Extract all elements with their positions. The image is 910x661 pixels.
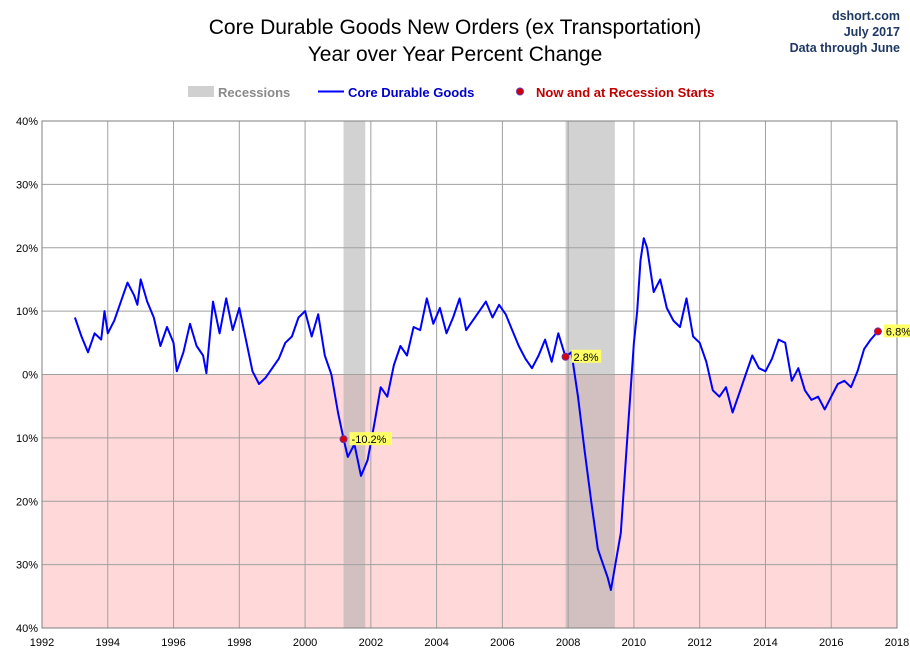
chart-subtitle: Year over Year Percent Change — [308, 43, 603, 66]
y-tick-label: 30% — [16, 179, 38, 191]
x-tick-label: 2018 — [885, 637, 909, 649]
y-tick-label: 10% — [16, 306, 38, 318]
recession-marker-2 — [561, 352, 570, 361]
y-tick-label: 0% — [22, 370, 38, 382]
x-tick-label: 1994 — [96, 637, 120, 649]
legend-marker-swatch — [516, 87, 524, 96]
x-tick-label: 2002 — [359, 637, 383, 649]
series-line-core-durable-goods — [73, 237, 879, 591]
marker-label-1: -10.2% — [352, 434, 387, 446]
legend-marker-label: Now and at Recession Starts — [536, 85, 714, 100]
marker-label-2: 2.8% — [574, 352, 599, 364]
x-axis: 1992 1994 1996 1998 2000 2002 2004 2006 2008 2010… — [30, 637, 909, 649]
x-tick-label: 2014 — [753, 637, 777, 649]
x-tick-label: 2016 — [819, 637, 843, 649]
source-credit: dshort.com — [832, 9, 900, 23]
marker-label-bg-1 — [349, 432, 392, 446]
y-tick-label: 40% — [16, 623, 38, 635]
x-tick-label: 2012 — [687, 637, 711, 649]
y-tick-label: 10% — [16, 433, 38, 445]
y-tick-label: 20% — [16, 243, 38, 255]
chart-title: Core Durable Goods New Orders (ex Transp… — [209, 16, 702, 39]
publish-date: July 2017 — [844, 25, 900, 39]
marker-label-3: 6.8% — [886, 326, 910, 338]
x-tick-label: 2008 — [556, 637, 580, 649]
legend-recessions-label: Recessions — [218, 85, 290, 100]
x-tick-label: 1998 — [227, 637, 251, 649]
y-tick-label: 30% — [16, 560, 38, 572]
recession-marker-1 — [339, 435, 348, 444]
y-tick-label: 20% — [16, 496, 38, 508]
recession-start-markers: -10.2% 2.8% 6.8% — [339, 324, 910, 446]
x-tick-label: 1992 — [30, 637, 54, 649]
legend-recessions-swatch — [188, 86, 214, 97]
y-tick-label: 40% — [16, 116, 38, 128]
legend-series-label: Core Durable Goods — [348, 85, 474, 100]
x-tick-label: 1996 — [161, 637, 185, 649]
recession-marker-3 — [873, 327, 882, 336]
plot-frame — [41, 120, 898, 629]
x-tick-label: 2006 — [490, 637, 514, 649]
marker-label-bg-2 — [571, 349, 602, 363]
x-tick-label: 2010 — [622, 637, 646, 649]
x-tick-label: 2000 — [293, 637, 317, 649]
y-axis: 40% 30% 20% 10% 0% 10% 20% 30% 40% — [16, 116, 38, 635]
data-note: Data through June — [790, 41, 900, 55]
legend: Recessions Core Durable Goods Now and at… — [188, 85, 714, 100]
marker-label-bg-3 — [883, 324, 910, 338]
plot-area: 40%30%20%10%0%10%20%30%40% 1992 1994 1996 1… — [16, 116, 910, 649]
x-tick-label: 2004 — [424, 637, 448, 649]
